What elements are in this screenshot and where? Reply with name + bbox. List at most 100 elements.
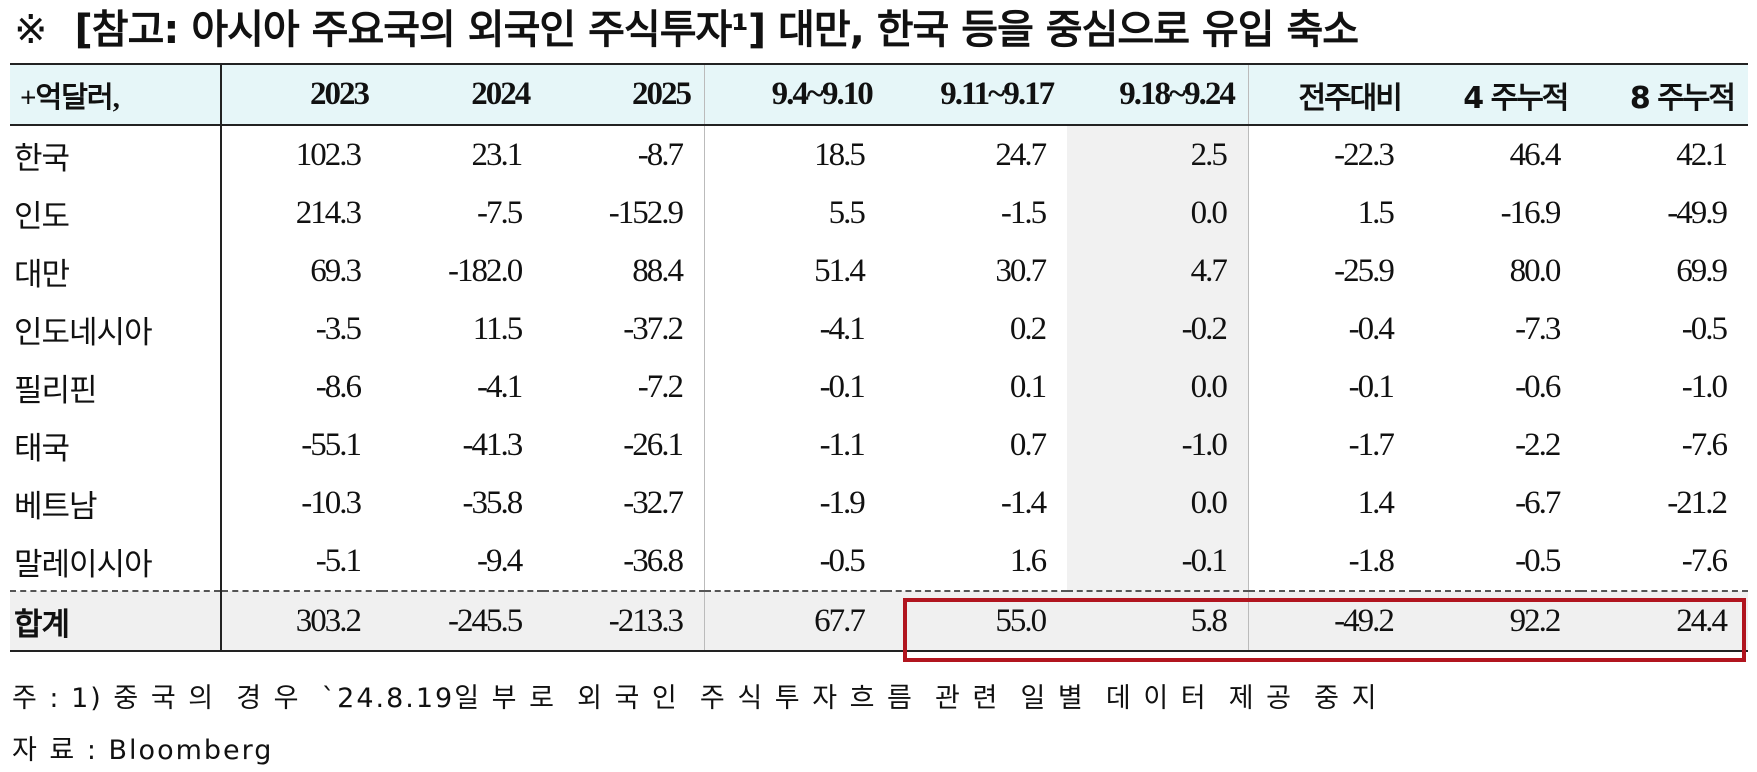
table-row: 인도네시아 -3.5 11.5 -37.2 -4.1 0.2 -0.2 -0.4 -7.3 -0.…: [10, 300, 1748, 358]
total-label: 합계: [10, 590, 221, 652]
value-cell: -4.1: [704, 300, 886, 358]
value-cell: -1.8: [1247, 532, 1415, 591]
table-row: 대만 69.3 -182.0 88.4 51.4 30.7 4.7 -25.9 80.0 69.9: [10, 242, 1748, 300]
value-cell: -7.6: [1681, 542, 1728, 579]
header-8week-cumulative: 8 주누적: [1581, 63, 1748, 126]
value-cell: 18.5: [704, 125, 886, 184]
country-name: 대만: [14, 256, 70, 293]
value-cell: 0.0: [1067, 184, 1249, 242]
value-cell: -7.5: [477, 194, 523, 231]
table-row: 인도 214.3 -7.5 -152.9 5.5 -1.5 0.0 1.5 -16.9 -49.9: [10, 184, 1748, 242]
header-4week-cumulative: 4 주누적: [1414, 63, 1582, 126]
value-cell: -22.3: [1247, 125, 1415, 184]
header-2025: 2025: [543, 63, 705, 126]
value-cell: 303.2: [219, 590, 383, 652]
value-cell: -35.8: [462, 484, 524, 521]
table-row: 한국 102.3 23.1 -8.7 18.5 24.7 2.5 -22.3 46.4 42.1: [10, 125, 1748, 184]
table-row: 베트남 -10.3 -35.8 -32.7 -1.9 -1.4 0.0 1.4 -6.7 -21.…: [10, 474, 1748, 532]
value-cell: -16.9: [1500, 194, 1562, 231]
value-cell: -7.3: [1515, 310, 1561, 347]
value-cell: -1.1: [704, 416, 886, 474]
value-cell: -5.1: [219, 532, 383, 591]
value-cell: -0.4: [1247, 300, 1415, 358]
value-cell: -245.5: [382, 590, 544, 652]
value-cell: 0.0: [1067, 474, 1249, 532]
value-cell: 67.7: [704, 590, 886, 652]
value-cell: -6.7: [1515, 484, 1561, 521]
table-row: 말레이시아 -5.1 -9.4 -36.8 -0.5 1.6 -0.1 -1.8 -0.5 -7.…: [10, 532, 1748, 591]
value-cell: 5.5: [704, 184, 886, 242]
value-cell: -49.2: [1247, 590, 1415, 652]
value-cell: 88.4: [632, 252, 684, 289]
value-cell: -213.3: [543, 590, 705, 652]
value-cell: -8.7: [637, 136, 684, 173]
value-cell: -0.1: [1247, 358, 1415, 416]
value-cell: 0.7: [1009, 426, 1047, 463]
value-cell: -36.8: [623, 542, 684, 579]
value-cell: 11.5: [472, 310, 524, 347]
country-name: 인도네시아: [14, 314, 153, 351]
source-note: 자 료 : Bloomberg: [12, 735, 274, 766]
value-cell: 214.3: [219, 184, 383, 242]
value-cell: -7.6: [1681, 426, 1728, 463]
value-cell: 4.7: [1067, 242, 1249, 300]
header-2023: 2023: [219, 63, 383, 126]
foreign-equity-flow-table: +억달러, 2023 2024 2025 9.4~9.10 9.11~9.17 …: [10, 63, 1748, 652]
value-cell: -32.7: [623, 484, 684, 521]
value-cell: -7.2: [637, 368, 684, 405]
value-cell: 42.1: [1676, 136, 1728, 173]
value-cell: -0.1: [1067, 532, 1249, 591]
value-cell: -1.5: [1000, 194, 1047, 231]
header-wow-change: 전주대비: [1247, 63, 1415, 126]
value-cell: -0.2: [1067, 300, 1249, 358]
value-cell: -0.6: [1515, 368, 1561, 405]
value-cell: -1.0: [1067, 416, 1249, 474]
value-cell: -25.9: [1247, 242, 1415, 300]
value-cell: 5.8: [1067, 590, 1249, 652]
value-cell: -41.3: [462, 426, 524, 463]
page-title: ※ [참고: 아시아 주요국의 외국인 주식투자¹] 대만, 한국 등을 중심으로…: [14, 4, 1754, 56]
country-name: 인도: [14, 198, 70, 235]
value-cell: -1.9: [704, 474, 886, 532]
value-cell: 102.3: [219, 125, 383, 184]
value-cell: -0.5: [1681, 310, 1728, 347]
value-cell: -182.0: [448, 252, 523, 289]
value-cell: 55.0: [885, 590, 1068, 652]
value-cell: 69.9: [1676, 252, 1728, 289]
value-cell: -152.9: [608, 194, 684, 231]
value-cell: -4.1: [477, 368, 523, 405]
value-cell: -2.2: [1515, 426, 1561, 463]
value-cell: 80.0: [1509, 252, 1562, 289]
footnote: 주 : 1) 중 국 의 경 우 `24.8.19일 부 로 외 국 인 주 식…: [12, 683, 1379, 714]
value-cell: -1.0: [1681, 368, 1728, 405]
title-text: [참고: 아시아 주요국의 외국인 주식투자¹] 대만, 한국 등을 중심으로 …: [74, 7, 1360, 53]
value-cell: -1.4: [1000, 484, 1047, 521]
header-week-1: 9.4~9.10: [704, 63, 886, 126]
value-cell: -0.1: [704, 358, 886, 416]
total-row: 합계 303.2 -245.5 -213.3 67.7 55.0 5.8 -49.2 92.2 2…: [10, 590, 1748, 652]
country-name: 태국: [14, 430, 70, 467]
value-cell: -21.2: [1667, 484, 1728, 521]
value-cell: -3.5: [219, 300, 383, 358]
value-cell: 30.7: [995, 252, 1047, 289]
value-cell: -10.3: [219, 474, 383, 532]
country-name: 필리핀: [14, 372, 98, 409]
value-cell: 0.2: [1009, 310, 1047, 347]
value-cell: 1.5: [1247, 184, 1415, 242]
value-cell: 51.4: [704, 242, 886, 300]
value-cell: 69.3: [219, 242, 383, 300]
value-cell: -0.5: [704, 532, 886, 591]
header-week-3: 9.18~9.24: [1067, 63, 1249, 126]
value-cell: 1.6: [1009, 542, 1047, 579]
country-name: 베트남: [14, 488, 98, 525]
value-cell: 24.4: [1581, 590, 1748, 652]
value-cell: 23.1: [471, 136, 524, 173]
value-cell: 1.4: [1247, 474, 1415, 532]
header-2024: 2024: [382, 63, 544, 126]
value-cell: -26.1: [623, 426, 684, 463]
value-cell: -9.4: [477, 542, 523, 579]
value-cell: -8.6: [219, 358, 383, 416]
header-row: +억달러, 2023 2024 2025 9.4~9.10 9.11~9.17 …: [10, 63, 1748, 126]
value-cell: 24.7: [995, 136, 1047, 173]
header-week-2: 9.11~9.17: [885, 63, 1068, 126]
